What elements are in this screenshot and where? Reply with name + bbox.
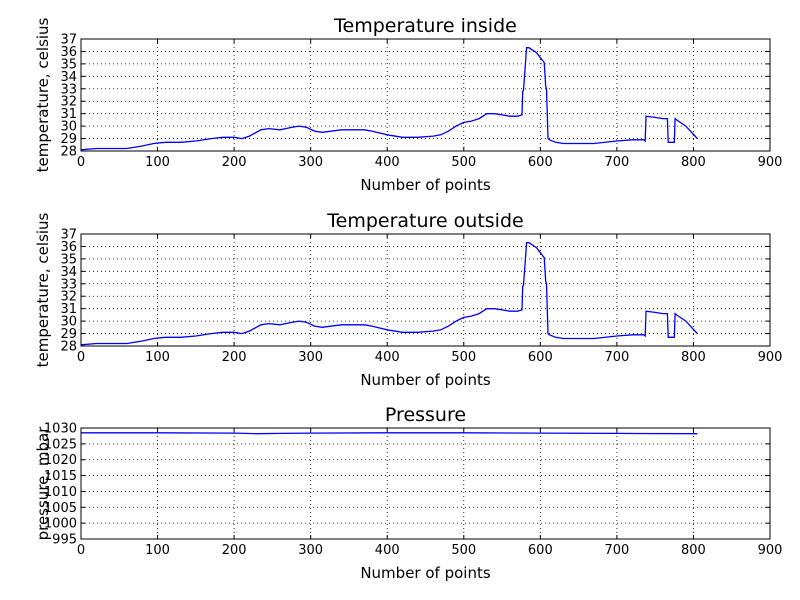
x-tick-label: 900 <box>758 155 783 170</box>
series-line <box>80 47 698 151</box>
x-tick-label: 700 <box>604 350 629 365</box>
y-tick-label: 1000 <box>44 517 77 532</box>
y-tick-label: 32 <box>60 95 77 110</box>
series-line <box>80 242 698 346</box>
y-tick-label: 1015 <box>44 469 77 484</box>
y-tick-label: 30 <box>60 315 77 330</box>
x-tick-label: 100 <box>145 543 170 558</box>
y-tick-label: 1020 <box>44 453 77 468</box>
plot-frame <box>80 38 771 152</box>
x-tick-label: 300 <box>298 543 323 558</box>
subplot-3: 0 100 200 300 400 500 600 700 800 900995100010051… <box>34 404 782 582</box>
x-tick-label: 0 <box>77 350 85 365</box>
x-tick-label: 0 <box>77 543 85 558</box>
x-tick-label: 300 <box>298 155 323 170</box>
y-tick-label: 1010 <box>44 485 77 500</box>
y-tick-label: 35 <box>60 252 77 267</box>
y-tick-label: 34 <box>60 70 77 85</box>
x-axis-label: Number of points <box>360 564 491 582</box>
y-tick-label: 28 <box>60 340 77 355</box>
x-tick-label: 400 <box>375 543 400 558</box>
y-tick-label: 33 <box>60 277 77 292</box>
x-tick-label: 400 <box>375 155 400 170</box>
y-tick-label: 37 <box>60 228 77 243</box>
y-tick-label: 37 <box>60 33 77 48</box>
chart-title: Pressure <box>385 404 466 426</box>
subplot-1: 0 100 200 300 400 500 600 700 800 900 282930313233… <box>34 15 782 194</box>
x-tick-label: 200 <box>222 155 247 170</box>
y-tick-label: 36 <box>60 240 77 255</box>
x-tick-label: 200 <box>222 350 247 365</box>
x-tick-label: 900 <box>758 543 783 558</box>
y-tick-label: 29 <box>60 327 77 342</box>
chart-title: Temperature inside <box>333 15 517 37</box>
y-tick-label: 30 <box>60 120 77 135</box>
x-tick-label: 700 <box>604 155 629 170</box>
x-tick-label: 500 <box>451 155 476 170</box>
y-tick-label: 29 <box>60 132 77 147</box>
y-axis-label: temperature, celsius <box>34 212 52 367</box>
series-line <box>81 432 698 435</box>
y-tick-label: 32 <box>60 290 77 305</box>
x-tick-label: 800 <box>681 350 706 365</box>
y-tick-label: 33 <box>60 82 77 97</box>
x-tick-label: 100 <box>145 350 170 365</box>
x-tick-label: 800 <box>681 543 706 558</box>
x-tick-label: 100 <box>145 155 170 170</box>
subplot-2: 0 100 200 300 400 500 600 700 800 900 282930313233… <box>34 210 782 389</box>
y-tick-label: 1030 <box>44 422 77 437</box>
x-tick-label: 900 <box>758 350 783 365</box>
x-tick-label: 200 <box>222 543 247 558</box>
y-tick-label: 31 <box>60 107 77 122</box>
y-tick-label: 36 <box>60 45 77 60</box>
x-tick-label: 600 <box>528 543 553 558</box>
y-tick-label: 34 <box>60 265 77 280</box>
y-tick-label: 995 <box>52 533 77 548</box>
y-tick-label: 1005 <box>44 501 77 516</box>
plot-frame <box>80 427 771 540</box>
x-tick-label: 300 <box>298 350 323 365</box>
x-tick-label: 500 <box>451 350 476 365</box>
x-axis-label: Number of points <box>360 176 491 194</box>
y-tick-label: 1025 <box>44 437 77 452</box>
chart-title: Temperature outside <box>326 210 523 232</box>
x-tick-label: 600 <box>528 155 553 170</box>
x-tick-label: 700 <box>604 543 629 558</box>
y-axis-label: temperature, celsius <box>34 17 52 172</box>
x-tick-label: 800 <box>681 155 706 170</box>
y-tick-label: 31 <box>60 302 77 317</box>
x-tick-label: 0 <box>77 155 85 170</box>
x-tick-label: 500 <box>451 543 476 558</box>
x-tick-label: 600 <box>528 350 553 365</box>
plot-frame <box>80 233 771 347</box>
y-tick-label: 35 <box>60 57 77 72</box>
x-axis-label: Number of points <box>360 371 491 389</box>
x-tick-label: 400 <box>375 350 400 365</box>
y-tick-label: 28 <box>60 145 77 160</box>
y-axis-label: pressure, mbar <box>34 426 52 541</box>
